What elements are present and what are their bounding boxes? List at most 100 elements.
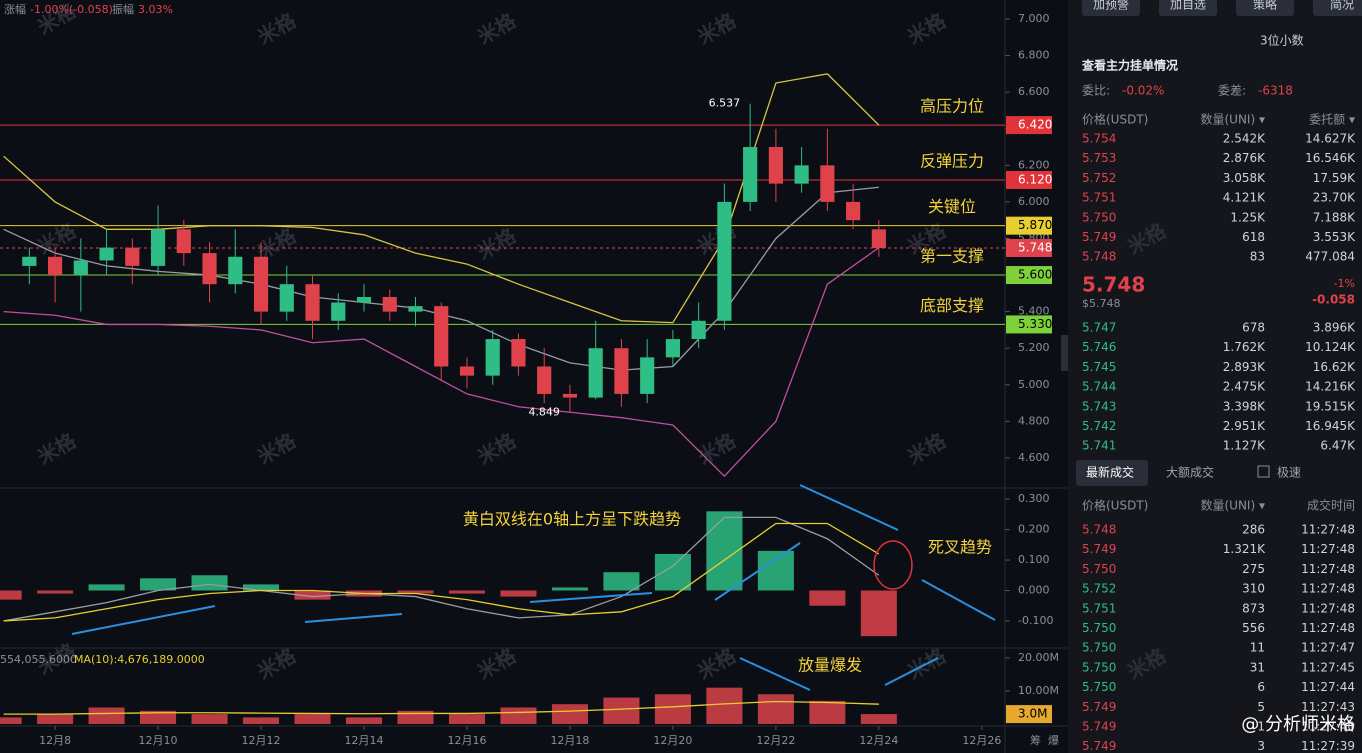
level-note: 第一支撑 — [920, 247, 984, 266]
volume-bar — [345, 717, 383, 724]
book-cell: 2.475K — [1223, 380, 1266, 394]
trade-cell: 5.750 — [1082, 680, 1116, 694]
book-cell: 1.25K — [1230, 210, 1266, 224]
tab[interactable]: 最新成交 — [1086, 465, 1134, 480]
collapse-handle[interactable] — [1061, 335, 1068, 371]
amp-label: 振幅 — [112, 2, 134, 16]
macd-bar — [243, 584, 280, 591]
depth-link[interactable]: 查看主力挂单情况 — [1081, 58, 1178, 73]
last-tag — [1006, 238, 1052, 257]
book-cell: 4.121K — [1223, 191, 1266, 205]
trade-cell: 1.321K — [1223, 542, 1266, 556]
candle-body — [228, 256, 243, 285]
axis-extra[interactable]: 筹 — [1030, 733, 1041, 747]
macd-bar — [397, 590, 434, 594]
y-tick-label: 0.200 — [1018, 523, 1050, 536]
candle-body — [871, 229, 886, 248]
book-cell: 1.127K — [1223, 439, 1266, 453]
book-cell: 1.762K — [1223, 340, 1266, 354]
candle-body — [331, 302, 346, 321]
candle-body — [253, 256, 269, 312]
change-label: 涨幅 — [4, 3, 26, 16]
book-cell: 678 — [1242, 321, 1265, 335]
low-label: 4.849 — [528, 405, 560, 418]
trade-cell: 6 — [1257, 680, 1265, 694]
level-label: 6.420 — [1018, 118, 1052, 132]
book-cell: 6.47K — [1320, 439, 1356, 453]
button[interactable] — [1082, 0, 1140, 16]
tab[interactable]: 大额成交 — [1166, 465, 1214, 480]
trade-cell: 31 — [1250, 660, 1265, 674]
column-header[interactable]: 成交时间 — [1307, 498, 1355, 513]
column-header[interactable]: 委托额 ▾ — [1309, 113, 1355, 127]
book-cell: 19.515K — [1305, 399, 1356, 413]
macd-bar — [294, 590, 331, 600]
last-usd: $5.748 — [1082, 297, 1121, 310]
trade-cell: 11:27:40 — [1301, 720, 1355, 734]
book-cell: 3.058K — [1223, 171, 1266, 185]
y-tick-label: 6.000 — [1018, 195, 1050, 208]
book-cell: 5.746 — [1082, 340, 1116, 354]
macd-bar — [448, 590, 485, 594]
x-tick-label: 12月22 — [756, 734, 795, 747]
button-label[interactable]: 简况 — [1330, 0, 1354, 12]
candle-body — [48, 256, 63, 276]
volume-bar — [191, 714, 228, 724]
button-label[interactable]: 策略 — [1253, 0, 1277, 12]
level-tag — [1006, 315, 1052, 334]
x-tick-label: 12月12 — [242, 734, 281, 747]
trade-cell: 5.749 — [1082, 720, 1116, 734]
trade-cell: 11:27:48 — [1301, 542, 1355, 556]
book-cell: 5.747 — [1082, 321, 1116, 335]
book-cell: 5.753 — [1082, 151, 1116, 165]
candle-body — [202, 253, 217, 285]
book-cell: 2.542K — [1223, 132, 1266, 146]
button[interactable] — [1313, 0, 1362, 16]
book-cell: 2.876K — [1223, 151, 1266, 165]
level-label: 5.600 — [1018, 268, 1052, 282]
trade-cell: 11:27:44 — [1301, 680, 1355, 694]
book-cell: 5.745 — [1082, 360, 1116, 374]
column-header[interactable]: 数量(UNI) ▾ — [1200, 498, 1265, 513]
book-cell: 3.398K — [1223, 399, 1266, 413]
candle-body — [279, 284, 294, 312]
checkbox[interactable] — [1257, 465, 1270, 478]
y-tick-label: 6.800 — [1018, 49, 1050, 62]
candle-body — [665, 339, 680, 358]
x-tick-label: 12月16 — [447, 734, 486, 747]
y-tick-label: 4.800 — [1018, 414, 1050, 427]
macd-bar — [500, 590, 537, 597]
column-header: 价格(USDT) — [1082, 112, 1148, 127]
axis-extra[interactable]: 爆 — [1048, 733, 1059, 747]
y-tick-label: 0.300 — [1018, 492, 1050, 505]
y-tick-label: -0.100 — [1018, 614, 1053, 627]
level-note: 反弹压力 — [920, 151, 984, 170]
x-tick-label: 12月10 — [139, 734, 178, 747]
trade-cell: 310 — [1242, 582, 1265, 596]
book-cell: 23.70K — [1313, 191, 1356, 205]
candle-body — [511, 339, 526, 367]
arrows — [71, 484, 996, 691]
macd-bar — [88, 584, 125, 591]
book-cell: 5.742 — [1082, 419, 1116, 433]
last-label: 5.748 — [1018, 240, 1052, 254]
level-tag — [1006, 170, 1052, 189]
ratio: -0.02% — [1122, 84, 1164, 98]
volume-bar — [603, 697, 640, 724]
trade-cell: 5.748 — [1082, 523, 1116, 537]
column-header[interactable]: 数量(UNI) ▾ — [1200, 112, 1265, 127]
level-note: 底部支撑 — [920, 296, 984, 315]
button-label[interactable]: 加自选 — [1170, 0, 1206, 12]
candle-body — [305, 284, 320, 321]
candle-body — [22, 256, 37, 266]
button[interactable] — [1236, 0, 1294, 16]
tab[interactable]: 极速 — [1277, 466, 1301, 480]
trade-cell: 11 — [1250, 641, 1265, 655]
volume-bar — [0, 717, 22, 724]
candle-body — [588, 348, 603, 398]
button[interactable] — [1159, 0, 1217, 16]
trade-cell: 5.749 — [1082, 700, 1116, 714]
decimals[interactable]: 3位小数 — [1260, 33, 1304, 48]
change: -1.00%(-0.058) — [30, 3, 113, 16]
button-label[interactable]: 加预警 — [1093, 0, 1129, 12]
